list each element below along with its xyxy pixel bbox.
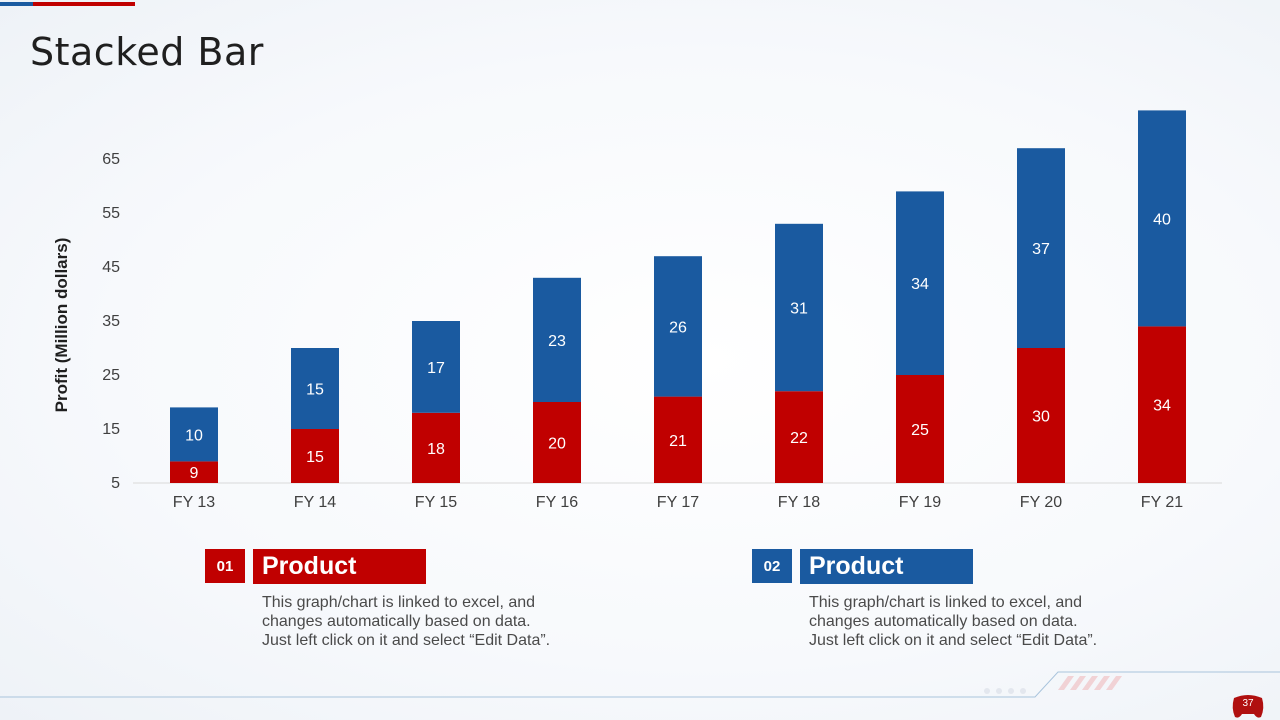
- description-line: changes automatically based on data.: [809, 613, 1078, 630]
- y-tick-label: 35: [102, 313, 120, 330]
- bar-data-label: 17: [427, 360, 445, 377]
- x-tick-label: FY 21: [1141, 494, 1184, 511]
- description-line: changes automatically based on data.: [262, 613, 531, 630]
- bar-segment-1: [1138, 326, 1186, 483]
- bar-segment-1: [775, 391, 823, 483]
- bar-segment-1: [170, 461, 218, 483]
- x-tick-label: FY 18: [778, 494, 821, 511]
- product-card-01-description: This graph/chart is linked to excel, and…: [262, 593, 562, 650]
- bar-data-label: 23: [548, 333, 566, 350]
- bar-segment-2: [170, 407, 218, 462]
- product-card-02-description: This graph/chart is linked to excel, and…: [809, 593, 1109, 650]
- bar-data-label: 34: [911, 276, 929, 293]
- product-card-02-title: Product: [800, 549, 973, 584]
- page-title: Stacked Bar: [30, 30, 264, 74]
- bar-data-label: 25: [911, 422, 929, 439]
- top-accent-bar: [0, 2, 135, 6]
- gamepad-icon: [1232, 695, 1264, 718]
- description-line: This graph/chart is linked to excel, and: [809, 594, 1083, 611]
- y-axis-title: Profit (Million dollars): [52, 238, 71, 413]
- bar-data-label: 10: [185, 427, 203, 444]
- bar-segment-1: [533, 402, 581, 483]
- bar-data-label: 9: [190, 465, 199, 482]
- stacked-bar-chart: 5 15 25 35 45 55 65 Profit (Million dollars) 9 10…: [52, 110, 1222, 511]
- bar-segment-1: [291, 429, 339, 483]
- footer-divider-line: [0, 671, 1280, 698]
- bar-data-label: 20: [548, 436, 566, 453]
- x-tick-label: FY 19: [899, 494, 942, 511]
- bar-segment-2: [654, 256, 702, 397]
- product-card-01-title: Product: [253, 549, 426, 584]
- x-tick-label: FY 14: [294, 494, 337, 511]
- footer-stripes: [1058, 676, 1122, 690]
- x-tick-label: FY 20: [1020, 494, 1063, 511]
- y-tick-label: 55: [102, 205, 120, 222]
- x-tick-label: FY 15: [415, 494, 458, 511]
- description-line: This graph/chart is linked to excel, and: [262, 594, 536, 611]
- bar-segment-1: [654, 396, 702, 483]
- product-card-02-number: 02: [752, 549, 792, 583]
- bar-data-label: 26: [669, 319, 687, 336]
- bar-segment-2: [896, 191, 944, 375]
- bar-data-label: 21: [669, 433, 687, 450]
- description-line: Just left click on it and select “Edit D…: [262, 632, 551, 649]
- bar-data-label: 15: [306, 449, 324, 466]
- bar-segment-2: [412, 321, 460, 413]
- bar-data-label: 18: [427, 441, 445, 458]
- bar-data-label: 34: [1153, 398, 1171, 415]
- bar-segment-1: [1017, 348, 1065, 483]
- bar-data-label: 40: [1153, 211, 1171, 228]
- footer-decoration: [0, 671, 1280, 718]
- y-tick-label: 15: [102, 421, 120, 438]
- bar-segment-2: [1017, 148, 1065, 348]
- y-tick-label: 25: [102, 367, 120, 384]
- y-tick-label: 65: [102, 151, 120, 168]
- description-line: Just left click on it and select “Edit D…: [809, 632, 1098, 649]
- y-tick-label: 5: [111, 475, 120, 492]
- bar-segment-2: [775, 223, 823, 392]
- footer-dots: [984, 688, 1026, 694]
- y-tick-label: 45: [102, 259, 120, 276]
- x-tick-label: FY 13: [173, 494, 216, 511]
- bar-data-label: 37: [1032, 241, 1050, 258]
- bar-segment-2: [291, 348, 339, 429]
- top-accent-red: [33, 2, 135, 6]
- bar-segment-2: [533, 277, 581, 402]
- page-number: 37: [1242, 698, 1254, 709]
- bar-data-label: 30: [1032, 409, 1050, 426]
- bar-segment-2: [1138, 110, 1186, 327]
- x-tick-label: FY 17: [657, 494, 700, 511]
- x-tick-label: FY 16: [536, 494, 579, 511]
- product-card-01-number: 01: [205, 549, 245, 583]
- bar-data-label: 15: [306, 382, 324, 399]
- bar-data-label: 22: [790, 430, 808, 447]
- top-accent-blue: [0, 2, 33, 6]
- bar-segment-1: [412, 412, 460, 483]
- bar-data-label: 31: [790, 301, 808, 318]
- bar-segment-1: [896, 375, 944, 483]
